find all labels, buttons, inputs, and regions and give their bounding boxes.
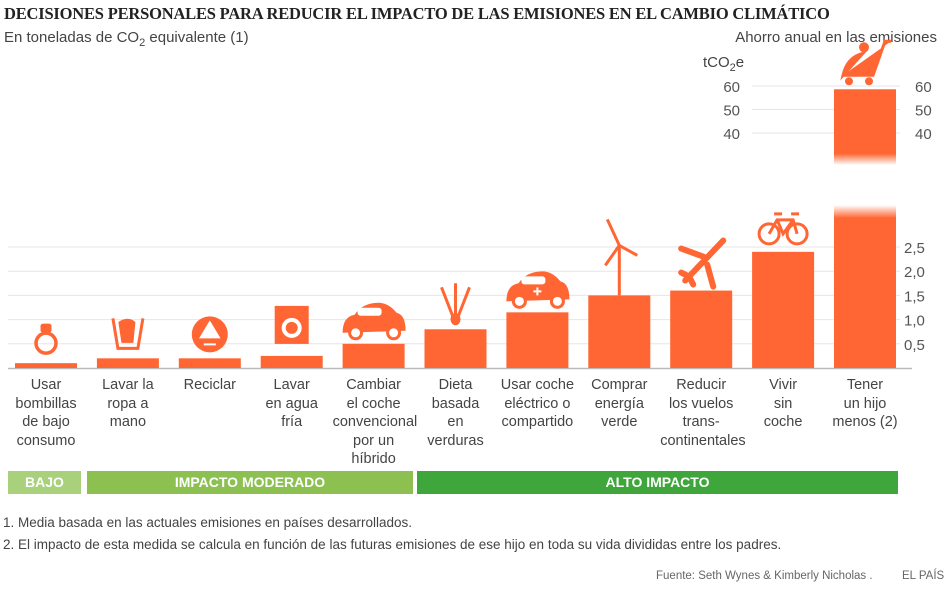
bar xyxy=(96,358,159,368)
electric-car-icon xyxy=(506,271,570,309)
footnote-2: 2. El impacto de esta medida se calcula … xyxy=(3,537,782,552)
bar-upper-segment xyxy=(834,89,896,165)
subtitle-text: En toneladas de CO xyxy=(4,29,140,46)
y-tick-label: 1,0 xyxy=(904,313,925,330)
bar-chart: 0,5 1,0 1,5 2,0 2,5 60 60 50 50 40 40 xyxy=(8,39,932,370)
bar xyxy=(752,251,815,368)
airplane-icon xyxy=(678,237,727,290)
bicycle-icon xyxy=(757,212,809,246)
subtitle-subscript: 2 xyxy=(139,37,146,49)
category-label: Reciclar xyxy=(183,377,236,393)
y-tick-label: 2,0 xyxy=(904,264,925,281)
category-label: Reducir los vuelos trans- continentales xyxy=(660,377,746,449)
y-tick-label-right: 60 xyxy=(915,79,932,96)
category-label: Dieta basada en verduras xyxy=(427,377,484,449)
category-label: Comprar energía verde xyxy=(591,377,648,430)
handwash-icon xyxy=(111,318,145,350)
band-alto-impacto: ALTO IMPACTO xyxy=(417,471,898,494)
bar xyxy=(178,358,241,368)
bar xyxy=(424,329,487,368)
recycle-icon xyxy=(191,316,228,353)
washing-machine-icon xyxy=(274,305,309,344)
bar xyxy=(342,343,405,368)
category-label: Lavar la ropa a mano xyxy=(102,377,154,430)
brand-logo: EL PAÍS xyxy=(902,570,945,582)
bar xyxy=(670,290,733,368)
band-impacto-moderado: IMPACTO MODERADO xyxy=(87,471,413,494)
y-tick-label-left: 50 xyxy=(723,103,740,120)
bar xyxy=(260,355,323,368)
unit-subscript: 2 xyxy=(729,62,736,74)
chart-subtitle: En toneladas de CO2 equivalente (1) xyxy=(4,29,249,49)
wind-turbine-icon xyxy=(604,218,639,296)
y-tick-label-left: 60 xyxy=(723,79,740,96)
y-tick-label: 1,5 xyxy=(904,288,925,305)
y-tick-label: 0,5 xyxy=(904,337,925,354)
bar xyxy=(588,295,651,368)
category-label: Lavar en agua fría xyxy=(265,377,318,430)
stroller-icon xyxy=(840,39,891,86)
category-label: Usar bombillas de bajo consumo xyxy=(15,377,77,449)
car-icon xyxy=(342,302,406,341)
category-label: Vivir sin coche xyxy=(763,377,803,430)
unit-label: tCO2e xyxy=(703,54,744,74)
source-credit: Fuente: Seth Wynes & Kimberly Nicholas . xyxy=(656,570,873,582)
y-tick-label-right: 50 xyxy=(915,103,932,120)
category-label: Cambiar el coche convencional por un híb… xyxy=(332,377,418,467)
y-tick-label-right: 40 xyxy=(915,126,932,143)
chart-title: DECISIONES PERSONALES PARA REDUCIR EL IM… xyxy=(4,4,830,23)
band-bajo: BAJO xyxy=(8,471,81,494)
subtitle-text-end: equivalente (1) xyxy=(145,29,249,46)
footnote-1: 1. Media basada en las actuales emisione… xyxy=(3,515,412,530)
unit-text-end: e xyxy=(735,54,745,71)
y-tick-label: 2,5 xyxy=(904,240,925,257)
lightbulb-icon xyxy=(34,323,58,355)
unit-text: tCO xyxy=(703,54,730,71)
bar-lower-segment xyxy=(834,205,896,368)
category-label: Usar coche eléctrico o compartido xyxy=(500,377,575,430)
vegetables-icon xyxy=(440,283,471,326)
bar xyxy=(506,312,569,368)
bar xyxy=(15,363,77,368)
category-label: Tener un hijo menos (2) xyxy=(832,377,898,430)
y-tick-label-left: 40 xyxy=(723,126,740,143)
